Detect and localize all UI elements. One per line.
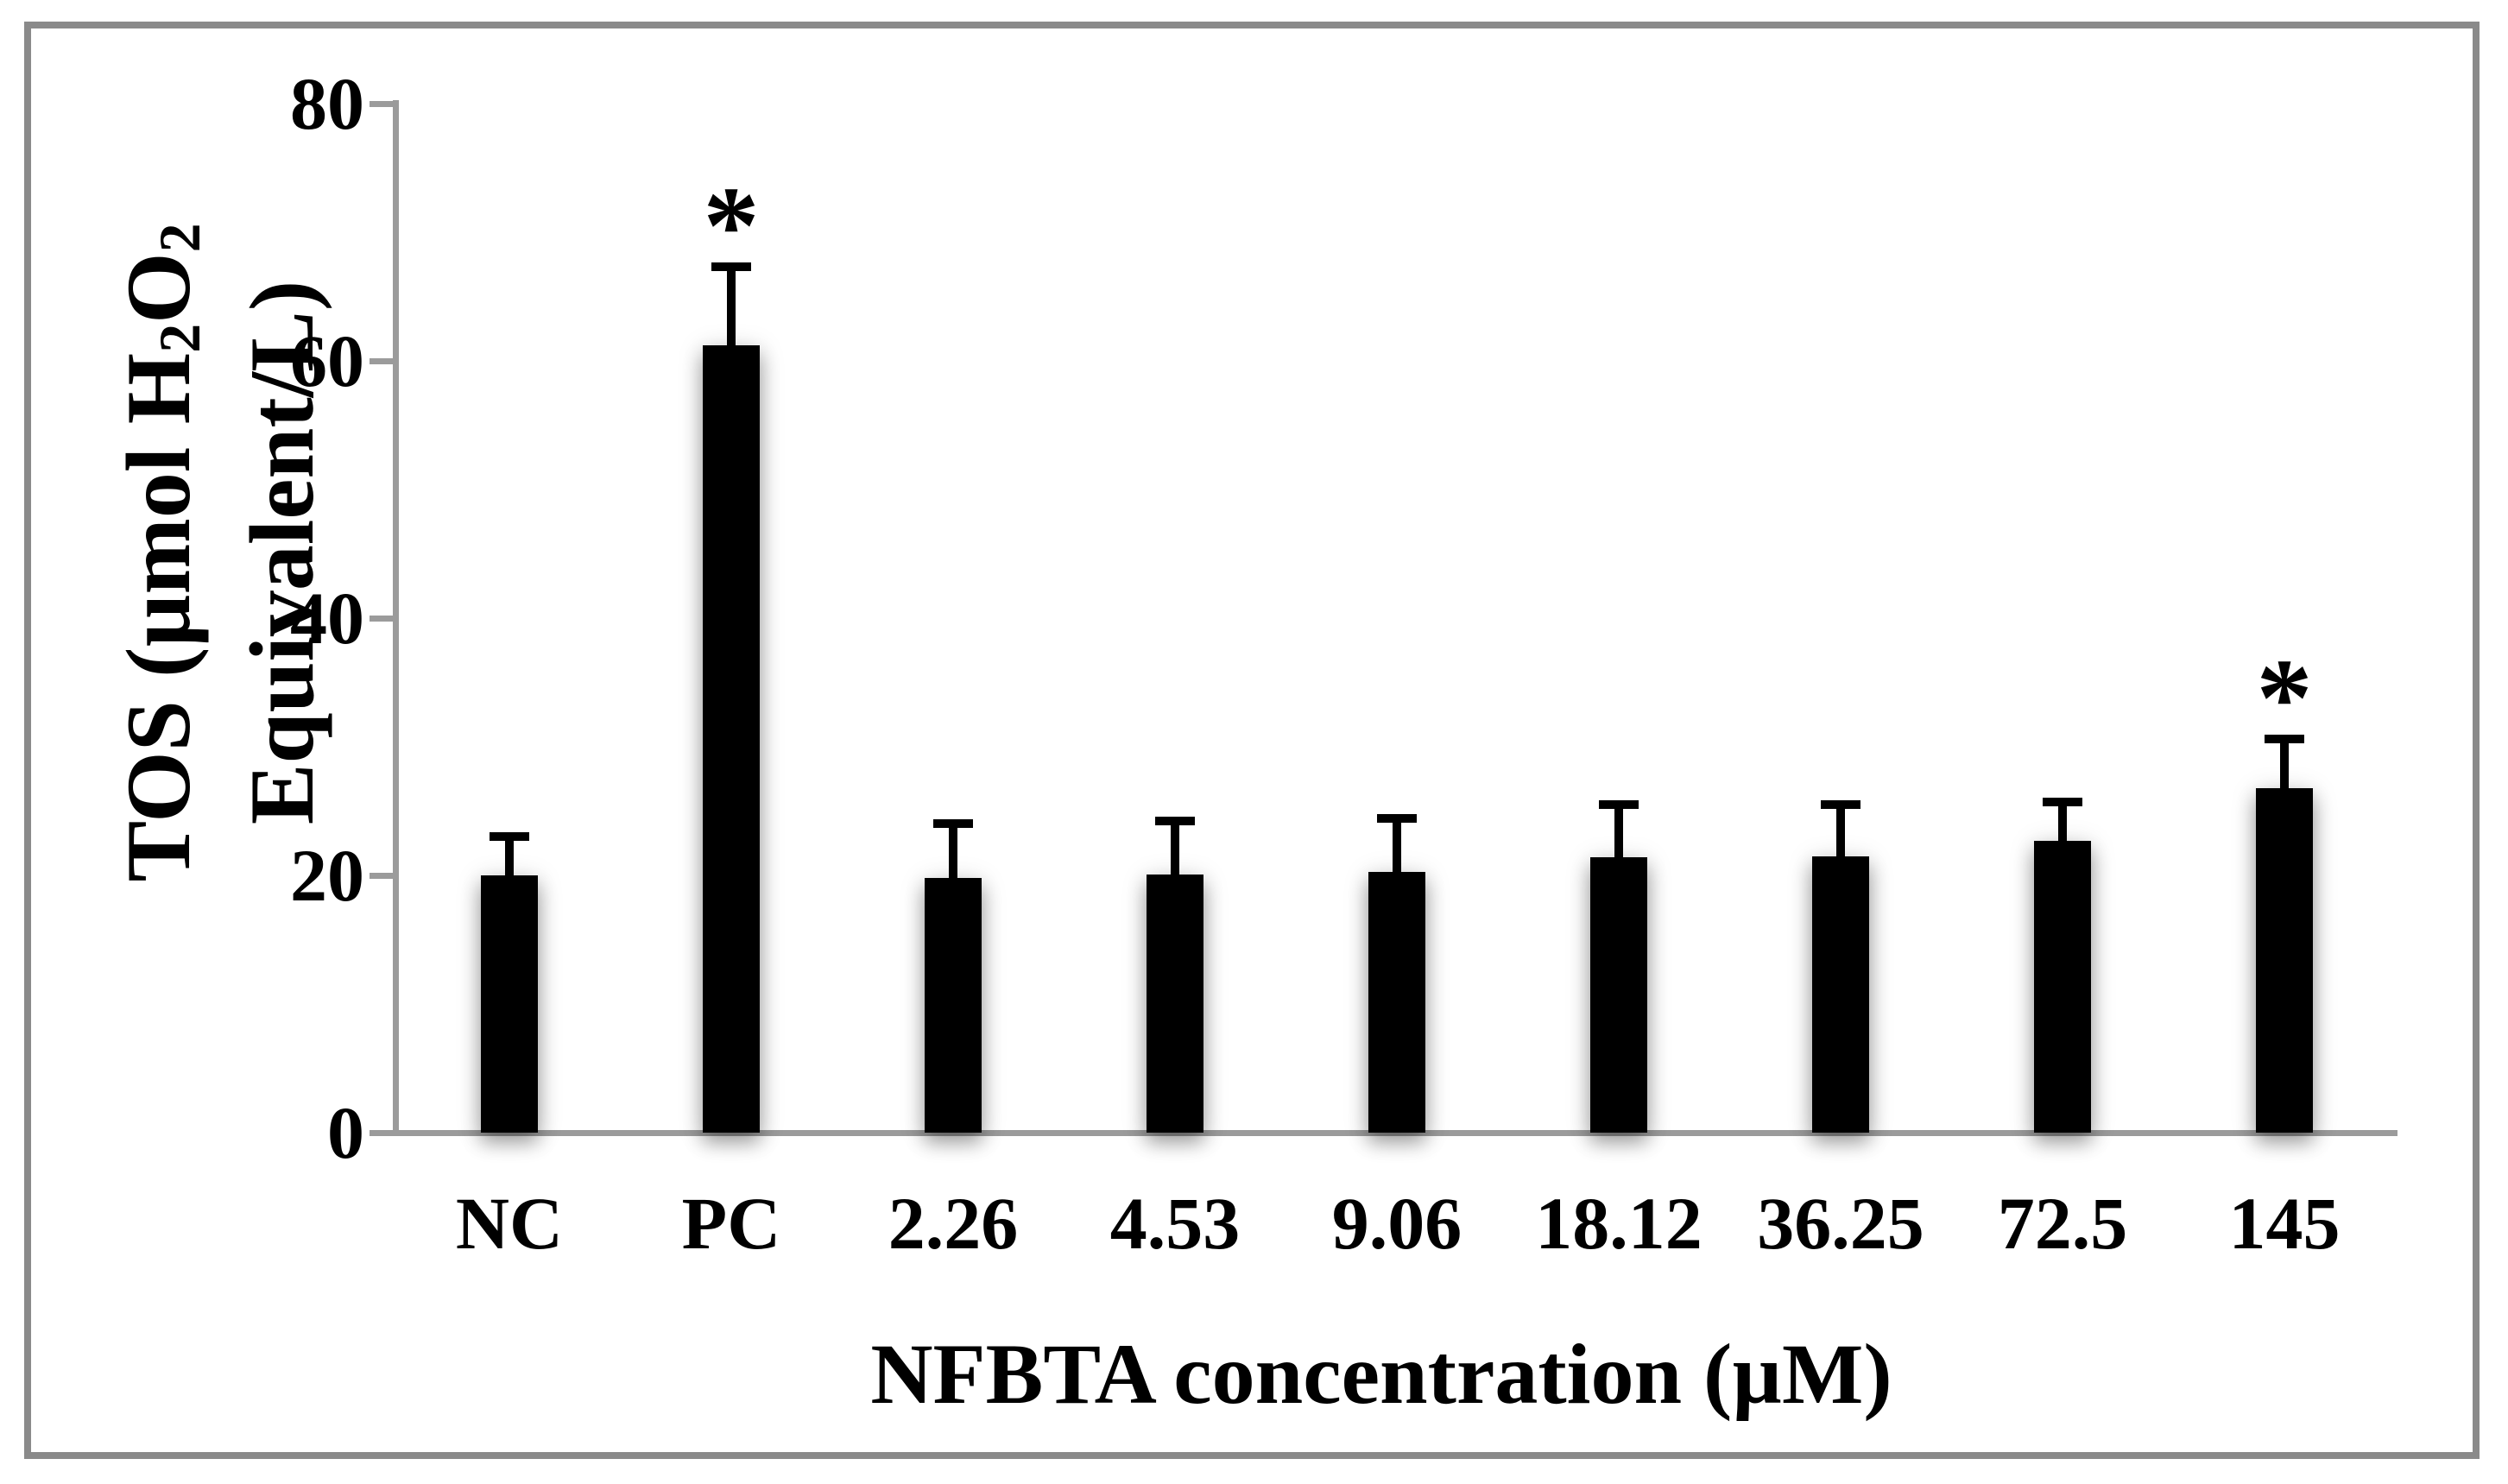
y-axis-title-line2: Equivalent/L) bbox=[231, 280, 332, 825]
significance-asterisk: * bbox=[2256, 636, 2313, 761]
y-tick-mark bbox=[370, 872, 395, 879]
x-axis-title: NFBTA concentration (µM) bbox=[870, 1326, 1892, 1422]
significance-asterisk: * bbox=[703, 164, 760, 289]
y-axis-title: TOS (µmol H2O2 Equivalent/L) bbox=[82, 0, 358, 1200]
error-bar-cap bbox=[711, 262, 751, 272]
x-axis-line bbox=[370, 1130, 2397, 1136]
y-axis-line bbox=[393, 100, 399, 1136]
bar-72.5 bbox=[2034, 840, 2091, 1133]
error-bar-whisker bbox=[1171, 821, 1179, 878]
bar-NC bbox=[481, 875, 538, 1133]
x-tick-label: NC bbox=[455, 1182, 564, 1265]
error-bar-cap bbox=[1377, 814, 1417, 824]
error-bar-whisker bbox=[2058, 802, 2067, 844]
bar-9.06 bbox=[1368, 871, 1425, 1133]
y-tick-label: 20 bbox=[290, 834, 364, 917]
figure-border bbox=[24, 22, 2480, 1459]
x-tick-label: 2.26 bbox=[888, 1182, 1019, 1265]
x-tick-label: PC bbox=[681, 1182, 781, 1265]
bar-4.53 bbox=[1147, 874, 1203, 1133]
x-tick-label: 72.5 bbox=[1997, 1182, 2128, 1265]
error-bar-whisker bbox=[505, 837, 514, 879]
y-tick-mark bbox=[370, 357, 395, 364]
error-bar-whisker bbox=[727, 267, 736, 350]
subscript-2: 2 bbox=[148, 223, 213, 253]
x-tick-label: 36.25 bbox=[1757, 1182, 1924, 1265]
error-bar-whisker bbox=[2280, 739, 2289, 792]
y-tick-mark bbox=[370, 100, 395, 107]
y-tick-label: 60 bbox=[290, 319, 364, 402]
error-bar-cap bbox=[2265, 735, 2304, 744]
y-axis-title-line1: TOS (µmol H2O2 bbox=[107, 223, 213, 882]
y-tick-label: 40 bbox=[290, 577, 364, 660]
x-tick-label: 4.53 bbox=[1109, 1182, 1241, 1265]
y-tick-mark bbox=[370, 615, 395, 622]
error-bar-whisker bbox=[1614, 805, 1623, 862]
error-bar-cap bbox=[1821, 800, 1860, 810]
error-bar-whisker bbox=[1393, 818, 1401, 875]
bar-18.12 bbox=[1590, 857, 1647, 1133]
error-bar-cap bbox=[2043, 798, 2082, 807]
bar-PC bbox=[703, 345, 760, 1133]
error-bar-cap bbox=[1599, 800, 1639, 810]
y-tick-label: 0 bbox=[327, 1091, 364, 1174]
bar-36.25 bbox=[1812, 856, 1869, 1133]
subscript-2: 2 bbox=[148, 323, 213, 353]
bar-145 bbox=[2256, 787, 2313, 1133]
x-tick-label: 9.06 bbox=[1331, 1182, 1462, 1265]
error-bar-whisker bbox=[1836, 805, 1845, 860]
x-tick-label: 18.12 bbox=[1535, 1182, 1703, 1265]
error-bar-cap bbox=[490, 832, 529, 842]
error-bar-cap bbox=[1155, 817, 1195, 826]
y-tick-label: 80 bbox=[290, 62, 364, 145]
error-bar-cap bbox=[933, 819, 973, 829]
bar-2.26 bbox=[925, 877, 982, 1133]
x-tick-label: 145 bbox=[2228, 1182, 2341, 1265]
error-bar-whisker bbox=[949, 824, 957, 881]
